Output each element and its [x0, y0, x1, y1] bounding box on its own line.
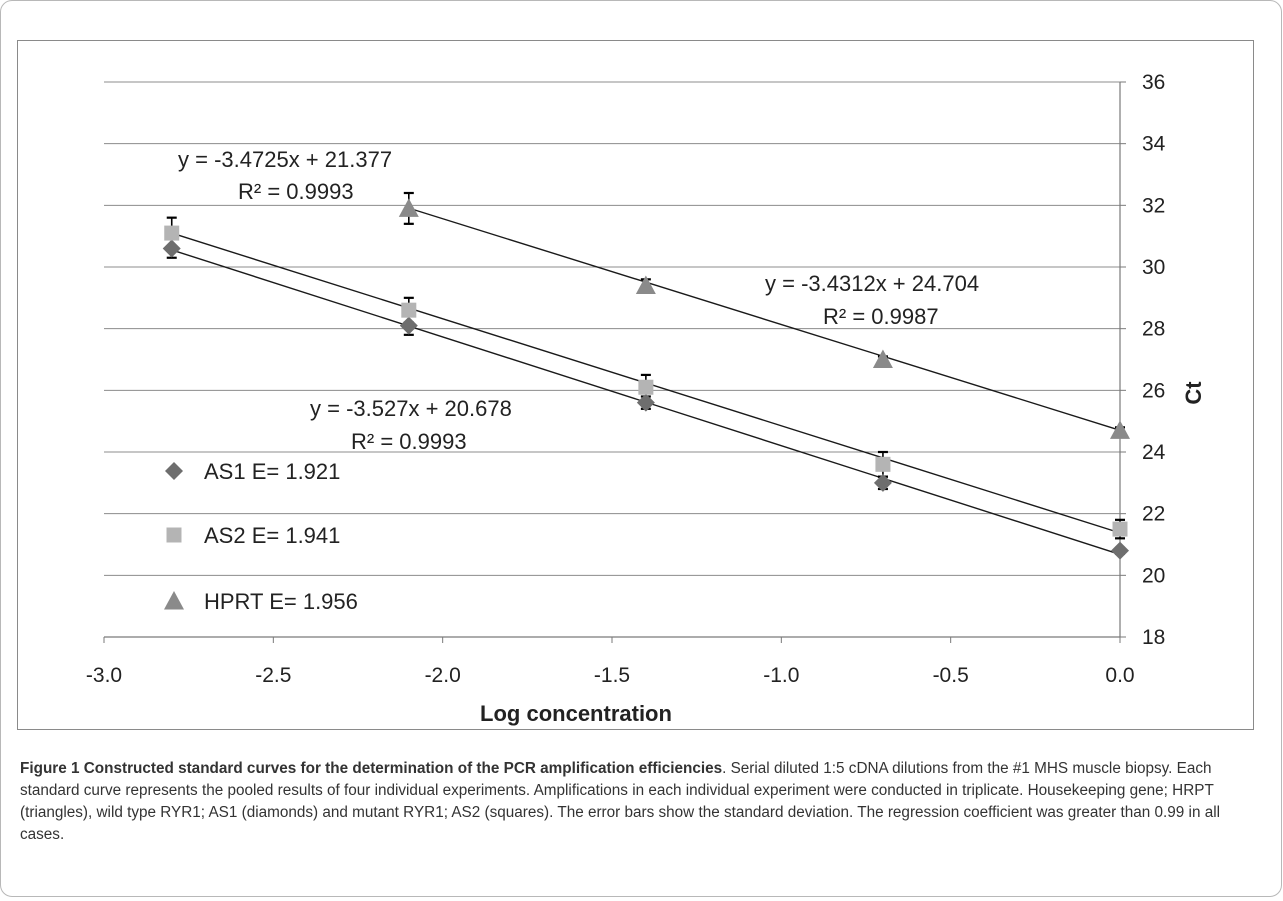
x-tick-label: -1.0 [763, 664, 799, 687]
x-tick-label: -2.5 [255, 664, 291, 687]
data-point-diamond [399, 316, 418, 335]
x-tick-label: -2.0 [425, 664, 461, 687]
x-tick-label: -3.0 [86, 664, 122, 687]
y-tick-label: 26 [1142, 379, 1165, 402]
data-point-diamond [1111, 541, 1129, 560]
data-point-square [401, 302, 417, 318]
caption-text: . Serial diluted 1:5 cDNA dilutions from… [20, 760, 1221, 843]
data-point-triangle [1110, 420, 1130, 439]
figure-caption: Figure 1 Constructed standard curves for… [20, 758, 1265, 846]
standard-curve-chart: -3.0 -2.5 -2.0 -1.5 -1.0 -0.5 0.0 18 20 22 24 26 28 3… [86, 71, 1206, 726]
regression-equation: y = -3.527x + 20.678 [310, 396, 512, 421]
legend-label: AS1 E= 1.921 [204, 459, 340, 484]
legend-label: AS2 E= 1.941 [204, 523, 340, 548]
chart-area: -3.0 -2.5 -2.0 -1.5 -1.0 -0.5 0.0 18 20 22 24 26 28 3… [17, 40, 1254, 730]
r-squared-label: R² = 0.9993 [351, 429, 467, 454]
legend-label: HPRT E= 1.956 [204, 589, 358, 614]
data-point-square [875, 456, 891, 472]
y-axis-title: Ct [1181, 381, 1206, 405]
y-tick-label: 34 [1142, 133, 1166, 156]
y-tick-label: 22 [1142, 503, 1165, 526]
y-tick-label: 18 [1142, 626, 1165, 649]
x-tick-label: 0.0 [1105, 664, 1134, 687]
y-tick-label: 20 [1142, 564, 1165, 587]
data-point-triangle [872, 349, 893, 368]
data-point-square [1112, 521, 1128, 537]
r-squared-label: R² = 0.9987 [823, 304, 939, 329]
data-point-triangle [635, 275, 656, 294]
legend-marker-diamond [165, 462, 183, 480]
trendline [408, 207, 1121, 431]
caption-title: Figure 1 Constructed standard curves for… [20, 760, 723, 777]
legend-marker-triangle [164, 591, 184, 610]
y-tick-label: 32 [1142, 194, 1165, 217]
data-point-square [164, 225, 180, 241]
y-tick-label: 24 [1142, 441, 1166, 464]
y-tick-label: 28 [1142, 318, 1165, 341]
r-squared-label: R² = 0.9993 [238, 179, 354, 204]
legend-marker-square [166, 527, 182, 543]
y-tick-label: 36 [1142, 71, 1165, 94]
x-tick-label: -0.5 [933, 664, 969, 687]
data-point-square [638, 379, 654, 395]
data-point-diamond [162, 239, 181, 258]
data-point-diamond [636, 393, 655, 412]
y-tick-label: 30 [1142, 256, 1165, 279]
regression-equation: y = -3.4725x + 21.377 [178, 147, 392, 172]
data-point-diamond [873, 473, 892, 492]
data-point-triangle [398, 198, 419, 217]
regression-equation: y = -3.4312x + 24.704 [765, 271, 979, 296]
x-tick-label: -1.5 [594, 664, 630, 687]
x-axis-title: Log concentration [480, 701, 672, 726]
